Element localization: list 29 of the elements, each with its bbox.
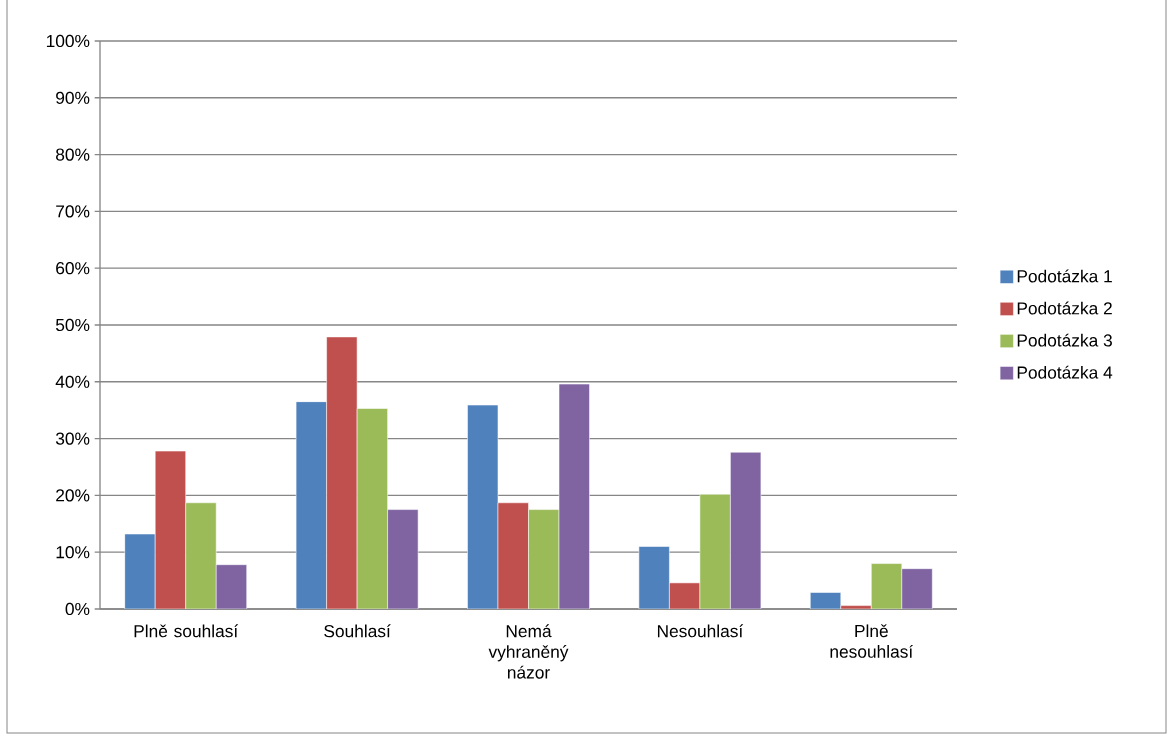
y-tick-label: 40% — [55, 375, 90, 388]
y-tick-label: 70% — [56, 205, 90, 218]
legend-label: Podotázka 1 — [1017, 269, 1112, 283]
bar — [528, 509, 560, 609]
y-tick-label: 80% — [56, 148, 90, 161]
y-tick-label: 60% — [56, 262, 90, 275]
y-tick-label: 90% — [56, 91, 90, 104]
x-tick-label: Plně nesouhlasí — [830, 624, 914, 658]
bar — [185, 502, 217, 609]
x-tick-label: Plně souhlasí — [134, 624, 239, 638]
x-tick-label: Nemá vyhraněný názor — [488, 624, 569, 679]
bar — [871, 563, 903, 609]
bar — [356, 408, 388, 609]
y-tick-label: 30% — [55, 432, 90, 445]
bar — [295, 401, 327, 609]
bar — [699, 493, 731, 609]
legend-label: Podotázka 2 — [1017, 301, 1112, 315]
x-tick-label: Nesouhlasí — [657, 624, 744, 638]
legend-label: Podotázka 4 — [1017, 365, 1113, 379]
legend-label: Podotázka 3 — [1017, 333, 1112, 347]
x-tick-label: Souhlasí — [324, 624, 391, 638]
bar — [467, 404, 499, 609]
y-tick-label: 20% — [56, 489, 90, 502]
y-tick-label: 50% — [55, 318, 90, 332]
y-tick-label: 100% — [46, 34, 90, 48]
bar — [638, 546, 670, 609]
y-tick-label: 0% — [65, 602, 90, 616]
y-tick-label: 10% — [56, 546, 90, 559]
bar — [124, 533, 156, 609]
